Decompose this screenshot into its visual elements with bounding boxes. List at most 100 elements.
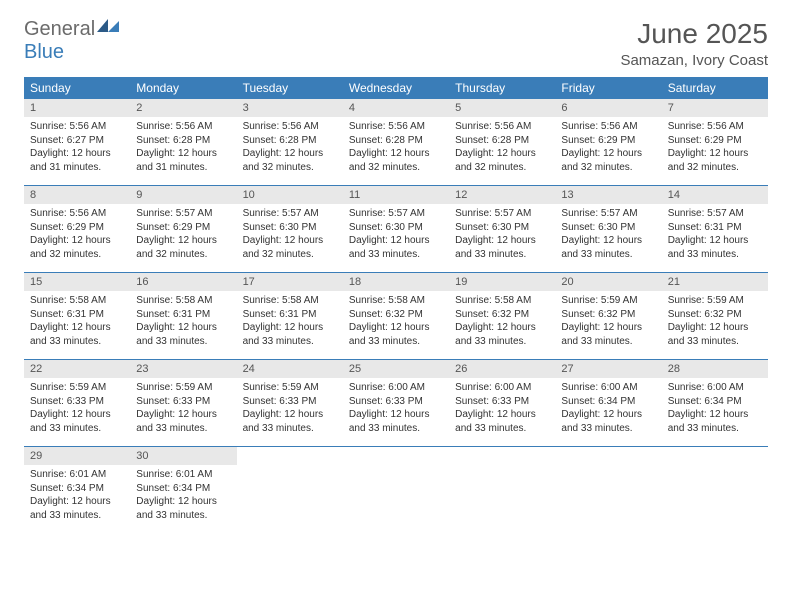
day-cell: 24Sunrise: 5:59 AMSunset: 6:33 PMDayligh…	[237, 360, 343, 446]
day-cell: 3Sunrise: 5:56 AMSunset: 6:28 PMDaylight…	[237, 99, 343, 185]
day-info: Sunrise: 5:57 AMSunset: 6:30 PMDaylight:…	[237, 207, 343, 261]
day-info: Sunrise: 6:00 AMSunset: 6:33 PMDaylight:…	[449, 381, 555, 435]
day-cell: 12Sunrise: 5:57 AMSunset: 6:30 PMDayligh…	[449, 186, 555, 272]
day-number: 2	[130, 99, 236, 117]
title-block: June 2025 Samazan, Ivory Coast	[620, 18, 768, 69]
day-number: 13	[555, 186, 661, 204]
day-number: 26	[449, 360, 555, 378]
weekday-monday: Monday	[130, 77, 236, 99]
day-number: 30	[130, 447, 236, 465]
day-info: Sunrise: 5:57 AMSunset: 6:30 PMDaylight:…	[449, 207, 555, 261]
day-info: Sunrise: 5:57 AMSunset: 6:29 PMDaylight:…	[130, 207, 236, 261]
day-number: 28	[662, 360, 768, 378]
day-cell: 4 Sunrise: 5:56 AMSunset: 6:28 PMDaylight…	[343, 99, 449, 185]
day-info: Sunrise: 6:00 AMSunset: 6:34 PMDaylight:…	[662, 381, 768, 435]
day-cell: 25 Sunrise: 6:00 AMSunset: 6:33 PMDayligh…	[343, 360, 449, 446]
day-number: 17	[237, 273, 343, 291]
day-info: Sunrise: 5:56 AMSunset: 6:28 PMDaylight:…	[343, 120, 449, 174]
day-number: 5	[449, 99, 555, 117]
day-number: 21	[662, 273, 768, 291]
weeks-container: 1 Sunrise: 5:56 AMSunset: 6:27 PMDaylight…	[24, 99, 768, 533]
weekday-thursday: Thursday	[449, 77, 555, 99]
week-row: 15 Sunrise: 5:58 AMSunset: 6:31 PMDayligh…	[24, 273, 768, 360]
day-number: 15	[24, 273, 130, 291]
week-row: 22Sunrise: 5:59 AMSunset: 6:33 PMDayligh…	[24, 360, 768, 447]
day-info: Sunrise: 5:56 AMSunset: 6:29 PMDaylight:…	[555, 120, 661, 174]
day-number: 25	[343, 360, 449, 378]
day-cell: 19 Sunrise: 5:58 AMSunset: 6:32 PMDayligh…	[449, 273, 555, 359]
calendar: SundayMondayTuesdayWednesdayThursdayFrid…	[24, 77, 768, 533]
day-number: 19	[449, 273, 555, 291]
day-cell: 1 Sunrise: 5:56 AMSunset: 6:27 PMDaylight…	[24, 99, 130, 185]
day-info: Sunrise: 5:58 AMSunset: 6:32 PMDaylight:…	[449, 294, 555, 348]
day-cell: 8 Sunrise: 5:56 AMSunset: 6:29 PMDaylight…	[24, 186, 130, 272]
header: General Blue June 2025 Samazan, Ivory Co…	[24, 18, 768, 69]
day-info: Sunrise: 5:57 AMSunset: 6:30 PMDaylight:…	[555, 207, 661, 261]
day-info: Sunrise: 5:58 AMSunset: 6:32 PMDaylight:…	[343, 294, 449, 348]
day-cell	[237, 447, 343, 533]
day-number: 1	[24, 99, 130, 117]
day-cell: 26 Sunrise: 6:00 AMSunset: 6:33 PMDayligh…	[449, 360, 555, 446]
day-cell: 7 Sunrise: 5:56 AMSunset: 6:29 PMDaylight…	[662, 99, 768, 185]
day-info: Sunrise: 5:56 AMSunset: 6:28 PMDaylight:…	[130, 120, 236, 174]
day-number: 18	[343, 273, 449, 291]
day-number: 20	[555, 273, 661, 291]
day-info: Sunrise: 6:00 AMSunset: 6:34 PMDaylight:…	[555, 381, 661, 435]
day-number: 23	[130, 360, 236, 378]
day-cell: 15Sunrise: 5:58 AMSunset: 6:31 PMDayligh…	[24, 273, 130, 359]
day-cell: 14 Sunrise: 5:57 AMSunset: 6:31 PMDayligh…	[662, 186, 768, 272]
weekday-friday: Friday	[555, 77, 661, 99]
day-cell: 29Sunrise: 6:01 AMSunset: 6:34 PMDayligh…	[24, 447, 130, 533]
day-cell: 10 Sunrise: 5:57 AMSunset: 6:30 PMDayligh…	[237, 186, 343, 272]
day-info: Sunrise: 5:58 AMSunset: 6:31 PMDaylight:…	[237, 294, 343, 348]
day-cell: 9 Sunrise: 5:57 AMSunset: 6:29 PMDaylight…	[130, 186, 236, 272]
logo: General Blue	[24, 18, 119, 64]
day-number: 6	[555, 99, 661, 117]
day-number: 11	[343, 186, 449, 204]
day-number: 22	[24, 360, 130, 378]
weekday-wednesday: Wednesday	[343, 77, 449, 99]
day-cell: 11 Sunrise: 5:57 AMSunset: 6:30 PMDayligh…	[343, 186, 449, 272]
day-cell: 30 Sunrise: 6:01 AMSunset: 6:34 PMDayligh…	[130, 447, 236, 533]
day-number: 8	[24, 186, 130, 204]
day-info: Sunrise: 6:01 AMSunset: 6:34 PMDaylight:…	[130, 468, 236, 522]
day-cell: 18 Sunrise: 5:58 AMSunset: 6:32 PMDayligh…	[343, 273, 449, 359]
day-number: 16	[130, 273, 236, 291]
day-cell: 23 Sunrise: 5:59 AMSunset: 6:33 PMDayligh…	[130, 360, 236, 446]
day-number: 10	[237, 186, 343, 204]
day-number: 4	[343, 99, 449, 117]
day-cell: 22 Sunrise: 5:59 AMSunset: 6:33 PMDayligh…	[24, 360, 130, 446]
day-cell: 2 Sunrise: 5:56 AMSunset: 6:28 PMDaylight…	[130, 99, 236, 185]
week-row: 29Sunrise: 6:01 AMSunset: 6:34 PMDayligh…	[24, 447, 768, 533]
day-cell: 17 Sunrise: 5:58 AMSunset: 6:31 PMDayligh…	[237, 273, 343, 359]
weekday-sunday: Sunday	[24, 77, 130, 99]
day-info: Sunrise: 5:56 AMSunset: 6:29 PMDaylight:…	[662, 120, 768, 174]
day-cell: 20Sunrise: 5:59 AMSunset: 6:32 PMDayligh…	[555, 273, 661, 359]
day-number: 24	[237, 360, 343, 378]
week-row: 1 Sunrise: 5:56 AMSunset: 6:27 PMDaylight…	[24, 99, 768, 186]
day-number: 9	[130, 186, 236, 204]
day-number: 7	[662, 99, 768, 117]
day-info: Sunrise: 5:56 AMSunset: 6:28 PMDaylight:…	[237, 120, 343, 174]
day-cell	[662, 447, 768, 533]
day-cell	[449, 447, 555, 533]
location: Samazan, Ivory Coast	[620, 52, 768, 69]
weekday-header-row: SundayMondayTuesdayWednesdayThursdayFrid…	[24, 77, 768, 99]
day-cell	[555, 447, 661, 533]
week-row: 8 Sunrise: 5:56 AMSunset: 6:29 PMDaylight…	[24, 186, 768, 273]
day-info: Sunrise: 5:57 AMSunset: 6:31 PMDaylight:…	[662, 207, 768, 261]
day-cell: 6 Sunrise: 5:56 AMSunset: 6:29 PMDaylight…	[555, 99, 661, 185]
logo-word-blue: Blue	[24, 41, 64, 63]
day-number: 14	[662, 186, 768, 204]
day-info: Sunrise: 5:56 AMSunset: 6:29 PMDaylight:…	[24, 207, 130, 261]
day-info: Sunrise: 5:56 AMSunset: 6:27 PMDaylight:…	[24, 120, 130, 174]
day-info: Sunrise: 5:59 AMSunset: 6:33 PMDaylight:…	[24, 381, 130, 435]
day-cell: 16Sunrise: 5:58 AMSunset: 6:31 PMDayligh…	[130, 273, 236, 359]
logo-word-general: General	[24, 18, 95, 40]
day-cell: 13 Sunrise: 5:57 AMSunset: 6:30 PMDayligh…	[555, 186, 661, 272]
logo-text: General Blue	[24, 18, 119, 64]
day-cell: 28 Sunrise: 6:00 AMSunset: 6:34 PMDayligh…	[662, 360, 768, 446]
day-info: Sunrise: 5:59 AMSunset: 6:33 PMDaylight:…	[130, 381, 236, 435]
day-info: Sunrise: 6:00 AMSunset: 6:33 PMDaylight:…	[343, 381, 449, 435]
day-info: Sunrise: 5:57 AMSunset: 6:30 PMDaylight:…	[343, 207, 449, 261]
